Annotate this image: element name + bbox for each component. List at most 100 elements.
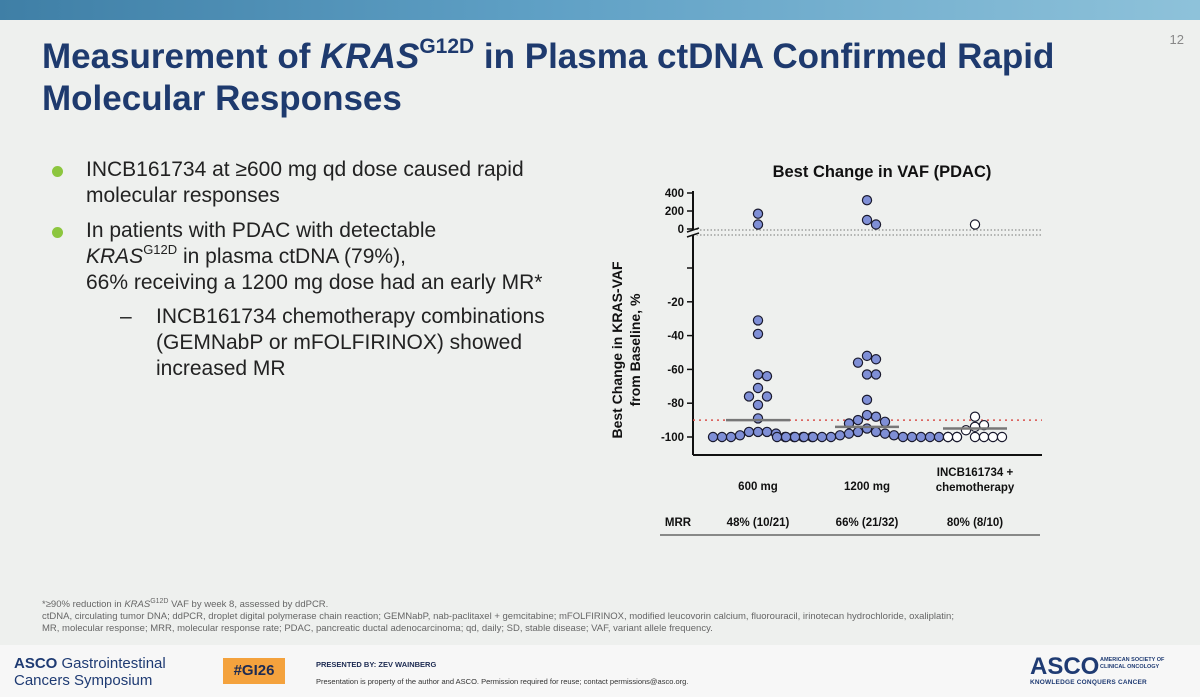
data-point bbox=[789, 431, 801, 443]
vaf-chart: Best Change in VAF (PDAC) Best Change in… bbox=[609, 163, 1042, 536]
y-tick-label: -80 bbox=[667, 398, 684, 410]
symposium-logo: ASCO Gastrointestinal Cancers Symposium bbox=[14, 655, 166, 689]
sub-bullet-item: – INCB161734 chemotherapy combinations (… bbox=[86, 304, 562, 382]
data-point bbox=[752, 208, 764, 219]
data-point bbox=[861, 214, 873, 226]
y-tick-label: 400 bbox=[665, 188, 684, 200]
mrr-label: MRR bbox=[665, 517, 692, 529]
asco-name-line2: CLINICAL ONCOLOGY bbox=[1100, 664, 1160, 670]
data-point bbox=[852, 426, 864, 438]
data-point bbox=[879, 416, 891, 427]
data-point bbox=[807, 431, 819, 443]
data-point bbox=[870, 219, 882, 230]
asco-name-line1: AMERICAN SOCIETY OF bbox=[1100, 657, 1165, 663]
title-suffix: in Plasma ctDNA Confirmed Rapid Molecula… bbox=[42, 37, 1055, 118]
data-point bbox=[861, 409, 873, 421]
page-number: 12 bbox=[1169, 32, 1184, 47]
data-point bbox=[771, 431, 783, 443]
chart-title: Best Change in VAF (PDAC) bbox=[773, 163, 992, 181]
data-point bbox=[761, 370, 773, 382]
data-point bbox=[761, 426, 773, 438]
data-point bbox=[996, 431, 1008, 443]
data-point bbox=[734, 430, 746, 441]
data-point bbox=[915, 431, 927, 443]
mrr-value: 80% (8/10) bbox=[947, 517, 1003, 529]
data-point bbox=[725, 431, 737, 443]
data-point bbox=[752, 382, 764, 394]
y-axis-label-line1: Best Change in KRAS-VAF bbox=[609, 261, 625, 439]
axis-break-icon bbox=[686, 227, 700, 238]
data-point bbox=[843, 428, 855, 439]
title-superscript: G12D bbox=[419, 35, 475, 58]
bullet-item: In patients with PDAC with detectable KR… bbox=[52, 218, 562, 382]
data-point bbox=[752, 315, 764, 326]
data-point bbox=[743, 426, 755, 438]
data-point bbox=[816, 431, 828, 443]
data-point bbox=[780, 431, 792, 443]
data-point bbox=[743, 391, 755, 402]
data-point bbox=[861, 195, 873, 206]
data-point bbox=[825, 431, 837, 443]
title-prefix: Measurement of bbox=[42, 37, 321, 76]
footnote-superscript: G12D bbox=[150, 598, 169, 605]
mrr-value: 48% (10/21) bbox=[727, 517, 790, 529]
data-point bbox=[870, 354, 882, 365]
data-point bbox=[969, 411, 981, 422]
footnote-abbreviations: ctDNA, circulating tumor DNA; ddPCR, dro… bbox=[42, 611, 954, 622]
logo-line2: Cancers Symposium bbox=[14, 672, 153, 689]
data-point bbox=[951, 431, 963, 443]
data-point bbox=[752, 426, 764, 438]
sub-bullet-text: INCB161734 chemotherapy combinations (GE… bbox=[156, 305, 545, 380]
data-point bbox=[906, 431, 918, 443]
mrr-value: 66% (21/32) bbox=[836, 517, 899, 529]
y-tick-label: -60 bbox=[667, 364, 684, 376]
y-tick-label: 200 bbox=[665, 206, 684, 218]
data-point bbox=[870, 411, 882, 422]
presenter: PRESENTED BY: ZEV WAINBERG bbox=[316, 660, 437, 669]
data-point bbox=[752, 399, 764, 411]
asco-logo: ASCO AMERICAN SOCIETY OF CLINICAL ONCOLO… bbox=[1030, 653, 1190, 686]
asco-tagline: KNOWLEDGE CONQUERS CANCER bbox=[1030, 679, 1147, 686]
bullet-line: in plasma ctDNA (79%), bbox=[177, 245, 406, 268]
data-point bbox=[761, 391, 773, 402]
data-point bbox=[969, 219, 981, 230]
footnote-gene: KRAS bbox=[124, 599, 151, 610]
data-point bbox=[861, 369, 873, 380]
hashtag-badge: #GI26 bbox=[223, 658, 285, 684]
data-point bbox=[798, 431, 810, 443]
data-point bbox=[834, 430, 846, 441]
copyright-note: Presentation is property of the author a… bbox=[316, 677, 689, 686]
bullet-dot-icon bbox=[52, 166, 63, 177]
y-tick-label: -20 bbox=[667, 297, 684, 309]
data-point bbox=[960, 425, 972, 436]
bullet-line: In patients with PDAC with detectable bbox=[86, 219, 437, 242]
axis-break-gap bbox=[687, 230, 699, 235]
title-gene: KRAS bbox=[320, 37, 420, 76]
footnote-suffix: VAF by week 8, assessed by ddPCR. bbox=[168, 599, 329, 610]
data-point bbox=[969, 421, 981, 433]
bullet-gene: KRAS bbox=[86, 245, 144, 268]
data-point bbox=[942, 431, 954, 443]
asco-logo-brand: ASCO bbox=[1030, 653, 1100, 680]
data-point bbox=[969, 431, 981, 443]
data-point bbox=[716, 431, 728, 443]
data-point bbox=[752, 328, 764, 340]
bullet-superscript: G12D bbox=[143, 242, 178, 257]
data-point bbox=[879, 428, 891, 439]
logo-line1: Gastrointestinal bbox=[61, 655, 166, 672]
bullet-item: INCB161734 at ≥600 mg qd dose caused rap… bbox=[52, 157, 562, 209]
group-label: 1200 mg bbox=[844, 481, 890, 493]
footer: ASCO Gastrointestinal Cancers Symposium … bbox=[0, 645, 1200, 697]
bullet-line: 66% receiving a 1200 mg dose had an earl… bbox=[86, 271, 543, 294]
data-point bbox=[888, 430, 900, 441]
data-point bbox=[897, 431, 909, 443]
y-tick-label: -40 bbox=[667, 331, 684, 343]
data-point bbox=[987, 431, 999, 443]
data-point bbox=[752, 413, 764, 424]
data-point bbox=[852, 357, 864, 368]
bullet-text: INCB161734 at ≥600 mg qd dose caused rap… bbox=[86, 158, 524, 207]
y-axis-label: Best Change in KRAS-VAF from Baseline, % bbox=[609, 261, 643, 439]
dash-icon: – bbox=[120, 305, 132, 328]
data-point bbox=[924, 431, 936, 443]
